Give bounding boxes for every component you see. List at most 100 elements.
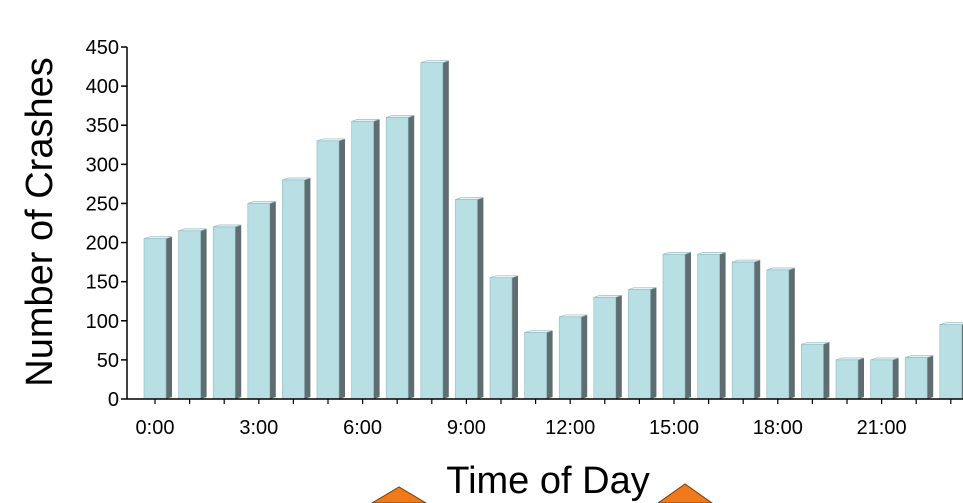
bar-top <box>351 119 380 122</box>
bar-front <box>282 179 305 400</box>
bar-8:00 <box>420 60 449 400</box>
bar-side <box>581 314 588 399</box>
y-ticks-group: 0 50 100 150 200 250 300 350 400 450 <box>86 37 127 411</box>
bar-front <box>178 230 201 400</box>
bar-side <box>408 115 415 400</box>
bar-side <box>477 197 484 399</box>
y-tick-label: 300 <box>86 154 119 176</box>
bar-front <box>662 253 686 400</box>
bar-top <box>559 314 588 318</box>
bar-side <box>235 224 242 399</box>
bar-21:00 <box>870 357 899 400</box>
x-tick-label: 0:00 <box>136 417 175 439</box>
bar-side <box>442 60 449 400</box>
bar-6:00 <box>351 119 380 400</box>
bar-side <box>269 201 276 399</box>
bar-13:00 <box>593 295 622 400</box>
y-tick-label: 200 <box>86 233 119 255</box>
y-tick-label: 0 <box>108 389 119 411</box>
bar-front <box>593 297 617 400</box>
bar-front <box>385 117 409 400</box>
y-tick-label: 100 <box>86 311 119 333</box>
x-tick-label: 9:00 <box>447 417 486 439</box>
bar-front <box>420 62 444 400</box>
bar-front <box>939 324 963 400</box>
bar-side <box>200 228 207 399</box>
bar-front <box>697 253 720 400</box>
bar-15:00 <box>662 251 692 400</box>
bar-front <box>628 289 651 400</box>
bar-front <box>524 332 547 400</box>
x-tick-label: 12:00 <box>545 417 595 439</box>
y-tick-label: 50 <box>97 350 119 372</box>
x-tick-label: 18:00 <box>753 417 803 439</box>
bar-top <box>213 224 242 228</box>
bar-19:00 <box>801 341 830 400</box>
bar-12:00 <box>558 314 588 400</box>
y-tick-label: 450 <box>86 37 119 59</box>
bar-front <box>766 269 790 400</box>
bar-side <box>304 177 311 399</box>
bar-front <box>455 199 478 400</box>
bar-22:00 <box>904 355 934 400</box>
bar-7:00 <box>385 115 415 400</box>
bar-side <box>373 119 380 400</box>
bar-16:00 <box>697 251 726 400</box>
bar-front <box>731 261 755 400</box>
axes-group <box>126 47 963 400</box>
bar-side <box>719 252 726 399</box>
bar-side <box>650 287 657 399</box>
bar-front <box>247 203 271 400</box>
bar-front <box>143 238 167 400</box>
bar-side <box>823 342 830 399</box>
bar-side <box>615 295 622 399</box>
right-orange-arrow <box>657 483 713 503</box>
bar-side <box>685 252 691 399</box>
bar-10:00 <box>489 275 519 400</box>
bar-front <box>351 121 374 400</box>
left-orange-arrow <box>371 486 427 503</box>
bar-5:00 <box>316 138 346 400</box>
bar-front <box>904 357 928 400</box>
bar-20:00 <box>835 357 865 400</box>
bar-side <box>754 260 761 399</box>
bar-side <box>788 267 795 399</box>
bar-side <box>339 138 345 399</box>
bar-front <box>870 359 893 400</box>
x-tick-label: 3:00 <box>239 417 278 439</box>
bar-top <box>247 201 276 204</box>
x-tick-label: 15:00 <box>649 417 699 439</box>
bar-2:00 <box>212 224 242 400</box>
bar-front <box>558 316 582 400</box>
bar-top <box>316 138 346 142</box>
y-tick-label: 150 <box>86 272 119 294</box>
bar-front <box>316 140 340 400</box>
y-tick-label: 350 <box>86 115 119 137</box>
x-axis-title: Time of Day <box>446 460 649 502</box>
bars-group <box>143 60 963 400</box>
bar-front <box>835 359 859 400</box>
bar-17:00 <box>731 259 761 400</box>
bar-14:00 <box>628 287 657 400</box>
y-axis-title: Number of Crashes <box>19 57 61 386</box>
bar-0:00 <box>143 236 173 400</box>
x-ticks-group: 0:00 3:00 6:00 9:00 12:00 15:00 18:00 21:00 <box>136 399 952 439</box>
bar-18:00 <box>766 267 795 400</box>
bar-23:00 <box>939 322 963 400</box>
bar-11:00 <box>524 330 553 400</box>
bar-4:00 <box>282 177 311 400</box>
bar-side <box>858 357 864 399</box>
bar-front <box>801 343 824 400</box>
bar-1:00 <box>178 228 207 400</box>
bar-side <box>166 236 172 399</box>
x-tick-label: 6:00 <box>343 417 382 439</box>
bar-front <box>489 277 513 400</box>
bar-3:00 <box>247 201 276 400</box>
bar-side <box>927 355 934 399</box>
y-tick-label: 400 <box>86 76 119 98</box>
bar-front <box>212 226 236 400</box>
bar-side <box>512 275 518 399</box>
orange-arrows <box>371 483 713 503</box>
bar-side <box>892 357 899 399</box>
